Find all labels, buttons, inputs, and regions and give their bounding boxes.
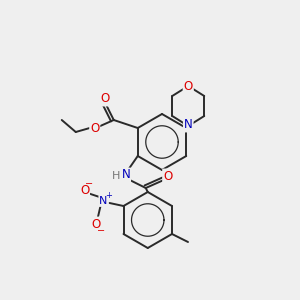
Text: N: N	[99, 196, 108, 206]
Text: N: N	[122, 169, 130, 182]
Text: O: O	[80, 184, 89, 197]
Text: −: −	[85, 179, 94, 189]
Text: O: O	[163, 169, 172, 182]
Text: H: H	[112, 171, 120, 181]
Text: +: +	[105, 190, 112, 200]
Text: N: N	[184, 118, 193, 131]
Text: O: O	[91, 218, 100, 230]
Text: O: O	[90, 122, 99, 134]
Text: O: O	[100, 92, 110, 106]
Text: O: O	[184, 80, 193, 92]
Text: −: −	[98, 226, 106, 236]
